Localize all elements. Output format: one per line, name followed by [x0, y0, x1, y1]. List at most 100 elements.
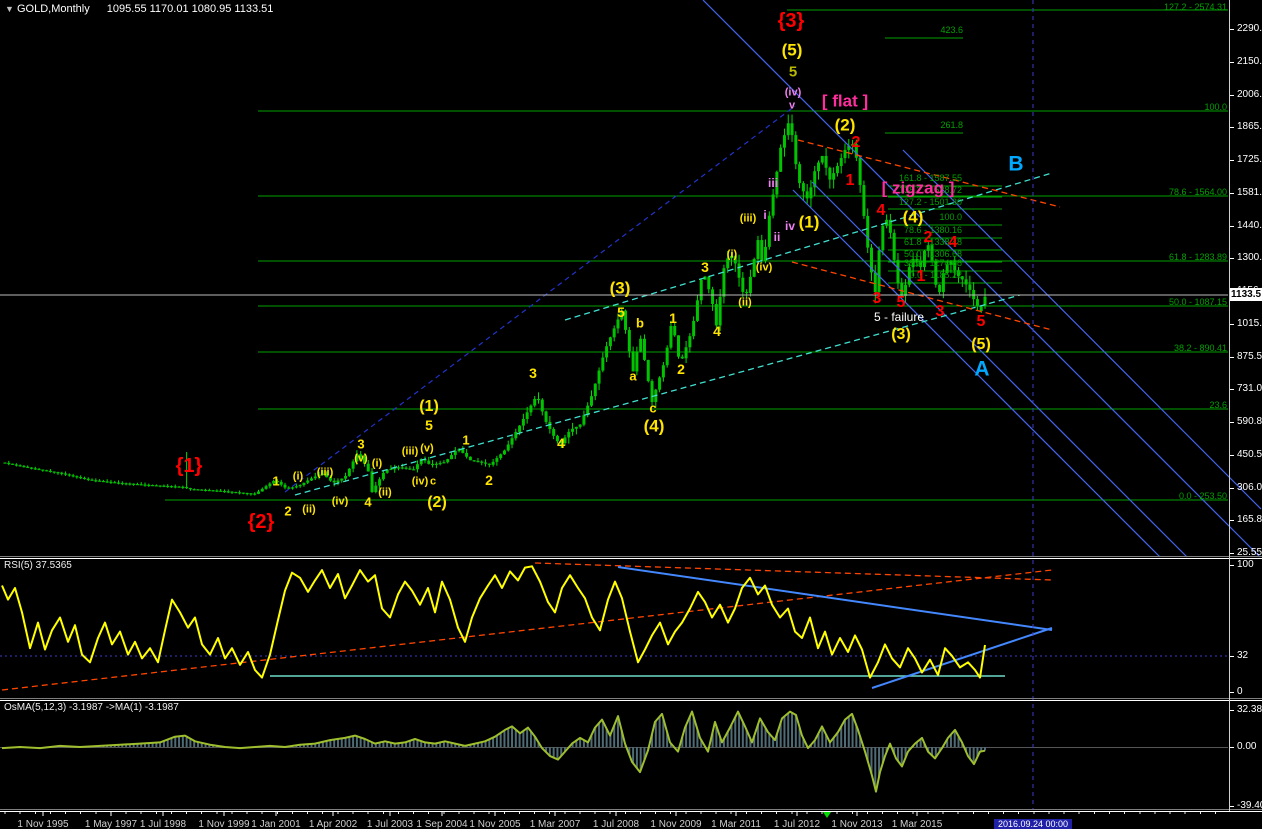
osma-histogram-bar [696, 729, 699, 747]
osma-histogram-bar [401, 742, 404, 747]
candle-body [820, 155, 824, 163]
osma-histogram-bar [760, 721, 763, 747]
candle-body [597, 370, 601, 384]
osma-histogram-bar [393, 743, 396, 747]
candle-body [631, 351, 635, 372]
osma-histogram-bar [484, 741, 487, 747]
osma-histogram-bar [779, 722, 782, 747]
osma-histogram-bar [306, 744, 309, 747]
osma-histogram-bar [870, 747, 873, 774]
osma-histogram-bar [147, 743, 150, 747]
osma-histogram-bar [128, 744, 131, 747]
osma-histogram-bar [692, 716, 695, 747]
osma-histogram-bar [681, 736, 684, 747]
collapse-icon[interactable]: ▼ [5, 4, 14, 14]
candle-body [767, 215, 771, 247]
candle-body [166, 485, 170, 488]
osma-histogram-bar [117, 744, 120, 747]
osma-histogram-bar [893, 747, 896, 754]
osma-histogram-bar [495, 735, 498, 747]
candle-body [64, 473, 68, 475]
candle-body [665, 347, 669, 366]
candle-body [120, 482, 124, 485]
candle-body [344, 475, 348, 479]
candle-body [385, 469, 389, 473]
osma-histogram-bar [900, 747, 903, 767]
candle-body [22, 465, 26, 468]
osma-histogram-bar [851, 715, 854, 747]
osma-histogram-bar [359, 737, 362, 747]
osma-histogram-bar [480, 742, 483, 747]
osma-histogram-bar [454, 743, 457, 747]
candle-body [801, 183, 805, 192]
candle-body [726, 258, 730, 269]
candle-body [548, 421, 552, 430]
candle-body [472, 460, 476, 462]
osma-histogram-bar [408, 740, 411, 747]
candle-body [275, 480, 279, 483]
candle-body [476, 460, 480, 463]
osma-histogram-bar [435, 743, 438, 747]
osma-histogram-bar [628, 747, 631, 755]
candle-body [268, 483, 272, 487]
candle-body [953, 262, 957, 271]
osma-histogram-bar [590, 735, 593, 747]
candle-body [238, 492, 242, 494]
osma-histogram-bar [208, 744, 211, 747]
osma-histogram-bar [514, 729, 517, 747]
trendline [791, 261, 1053, 331]
candle-body [185, 486, 189, 489]
candle-body [639, 338, 643, 352]
osma-histogram-bar [855, 725, 858, 747]
osma-histogram-bar [121, 744, 124, 747]
candle-body [559, 441, 563, 444]
candle-body [514, 431, 518, 439]
candle-body [983, 296, 987, 306]
candle-body [502, 450, 506, 455]
osma-histogram-bar [424, 742, 426, 747]
osma-histogram-bar [844, 719, 846, 747]
candle-body [695, 300, 699, 321]
candle-body [574, 426, 578, 429]
trendline [702, 0, 1261, 558]
candle-body [707, 276, 711, 290]
candle-body [919, 260, 923, 268]
candle-body [37, 468, 41, 471]
candle-body [98, 480, 102, 482]
candle-body [922, 250, 926, 268]
osma-histogram-bar [355, 736, 358, 747]
osma-histogram-bar [904, 747, 907, 758]
candle-body [601, 357, 605, 371]
osma-histogram-bar [654, 720, 657, 747]
osma-histogram-bar [730, 724, 733, 747]
osma-histogram-bar [318, 742, 321, 747]
osma-histogram-bar [666, 732, 669, 747]
candle-body [718, 296, 722, 326]
candle-body [309, 478, 313, 481]
osma-histogram-bar [371, 742, 374, 747]
rsi-line [1, 565, 986, 679]
osma-histogram-bar [144, 743, 146, 747]
candle-body [321, 473, 325, 476]
candle-body [287, 487, 291, 489]
osma-histogram-bar [972, 747, 975, 764]
candle-body [589, 396, 593, 406]
osma-histogram-bar [976, 747, 979, 757]
osma-histogram-bar [825, 734, 828, 747]
osma-histogram-bar [196, 741, 199, 747]
candle-body [196, 489, 200, 491]
osma-histogram-bar [601, 721, 604, 747]
candle-body [748, 276, 752, 294]
candle-body [529, 405, 533, 413]
osma-histogram-bar [140, 743, 143, 747]
candle-body [245, 492, 249, 495]
osma-histogram-bar [374, 743, 377, 747]
candle-body [518, 425, 522, 432]
osma-histogram-bar [185, 736, 188, 747]
osma-histogram-bar [798, 727, 801, 747]
candle-body [71, 475, 75, 477]
candle-body [408, 468, 412, 470]
osma-histogram-bar [946, 739, 949, 747]
